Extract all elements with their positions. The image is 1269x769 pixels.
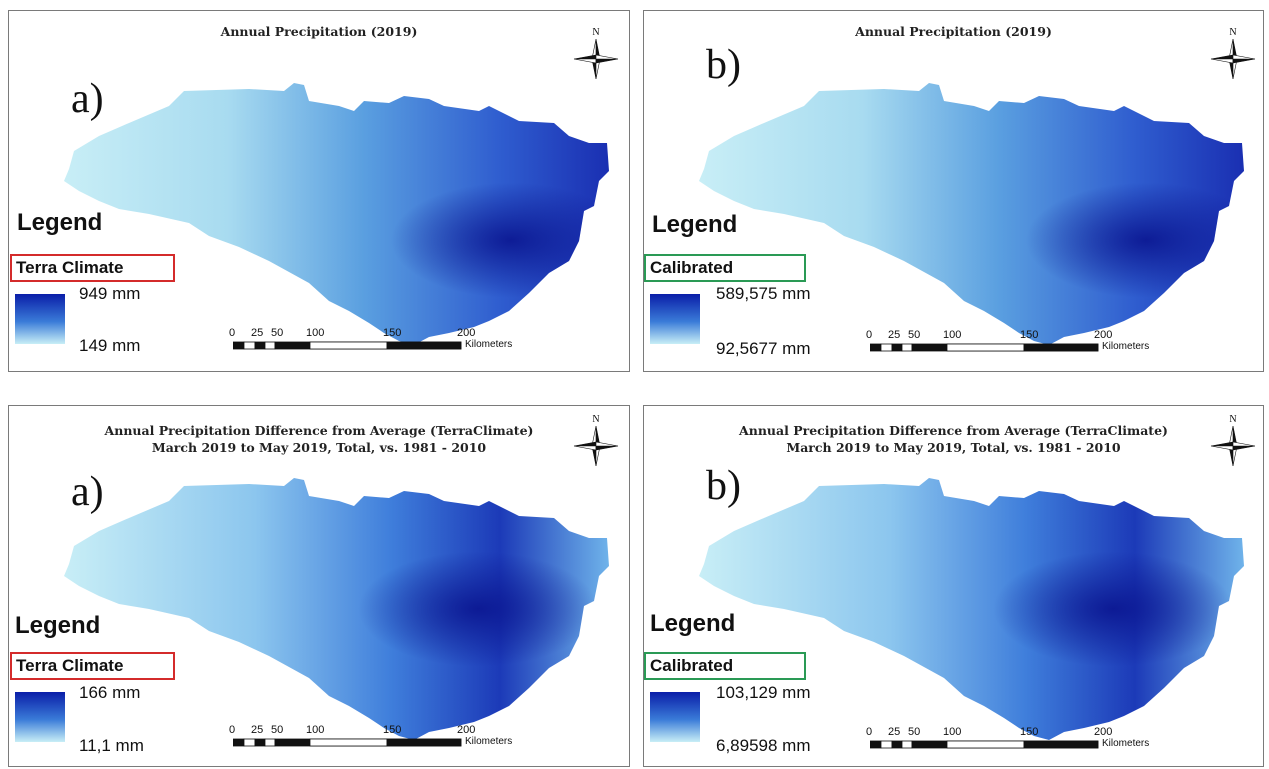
north-arrow-icon: N: [570, 27, 622, 89]
map-panel-difference-calibrated: Annual Precipitation Difference from Ave…: [643, 405, 1264, 767]
scale-tick-label: 150: [1020, 726, 1039, 738]
scale-tick-label: 150: [383, 724, 402, 736]
precipitation-maximum-zone: [64, 83, 609, 345]
scale-unit-label: Kilometers: [1102, 738, 1150, 749]
map-title: Annual Precipitation (2019): [9, 23, 629, 40]
scale-tick-label: 0: [229, 724, 236, 736]
precipitation-maximum-zone: [699, 478, 1244, 740]
scale-tick-label: 50: [271, 724, 284, 736]
map-title-line: Annual Precipitation Difference from Ave…: [104, 423, 534, 438]
map-title-line: March 2019 to May 2019, Total, vs. 1981 …: [786, 440, 1121, 455]
north-arrow-icon: N: [570, 414, 622, 476]
scale-bar-graphic: [870, 343, 1099, 352]
legend-title: Legend: [17, 209, 103, 236]
panel-letter: b): [706, 42, 741, 88]
legend-max-label: 949 mm: [79, 284, 141, 303]
legend-color-ramp: [650, 692, 700, 742]
legend-max-label: 166 mm: [79, 683, 141, 702]
scale-tick-label: 0: [866, 329, 873, 341]
legend-color-ramp: [15, 692, 65, 742]
legend-title: Legend: [652, 211, 738, 238]
map-panel-difference-terraclimate: Annual Precipitation Difference from Ave…: [8, 405, 630, 767]
map-title-line: March 2019 to May 2019, Total, vs. 1981 …: [151, 440, 487, 455]
north-arrow-icon: N: [1207, 414, 1259, 476]
scale-unit-label: Kilometers: [465, 339, 513, 350]
scale-tick-label: 25: [251, 724, 264, 736]
scale-tick-label: 25: [888, 329, 901, 341]
compass-icon: [1210, 38, 1256, 80]
map-panel-annual-terraclimate: Annual Precipitation (2019) a) N Legend …: [8, 10, 630, 372]
scale-tick-label: 0: [229, 327, 236, 339]
map-title-line: Annual Precipitation (2019): [855, 24, 1052, 39]
scale-tick-label: 100: [306, 724, 325, 736]
scale-tick-label: 100: [943, 329, 962, 341]
legend-color-ramp: [15, 294, 65, 344]
legend-source-label: Calibrated: [644, 652, 806, 680]
scale-tick-label: 150: [383, 327, 402, 339]
legend-source-label: Terra Climate: [10, 652, 175, 680]
scale-bar-graphic: [233, 738, 462, 747]
compass-icon: [573, 425, 619, 467]
legend-title: Legend: [15, 612, 101, 639]
scale-tick-label: 25: [251, 327, 264, 339]
map-title: Annual Precipitation Difference from Ave…: [9, 422, 629, 456]
legend-min-label: 11,1 mm: [79, 736, 144, 755]
legend-min-label: 6,89598 mm: [716, 736, 811, 755]
panel-letter: b): [706, 463, 741, 509]
north-label: N: [1229, 27, 1237, 38]
scale-tick-label: 150: [1020, 329, 1039, 341]
legend-color-ramp: [650, 294, 700, 344]
north-label: N: [1229, 414, 1237, 425]
panel-letter: a): [71, 76, 104, 122]
legend-source-label: Calibrated: [644, 254, 806, 282]
legend-title: Legend: [650, 610, 736, 637]
map-title-line: Annual Precipitation Difference from Ave…: [739, 423, 1168, 438]
scale-tick-label: 50: [908, 329, 921, 341]
scale-bar-graphic: [233, 341, 462, 350]
precipitation-difference-map: [699, 478, 1244, 740]
map-title: Annual Precipitation (2019): [644, 23, 1263, 40]
scale-tick-label: 100: [943, 726, 962, 738]
precipitation-maximum-zone: [699, 83, 1244, 345]
legend-max-label: 103,129 mm: [716, 683, 811, 702]
compass-icon: [573, 38, 619, 80]
scale-tick-label: 200: [457, 327, 476, 339]
legend-source-label: Terra Climate: [10, 254, 175, 282]
map-panel-annual-calibrated: Annual Precipitation (2019) b) N Legend …: [643, 10, 1264, 372]
north-label: N: [592, 414, 600, 425]
scale-tick-label: 200: [1094, 726, 1113, 738]
precipitation-difference-map: [64, 478, 609, 740]
panel-letter: a): [71, 469, 104, 515]
scale-tick-label: 0: [866, 726, 873, 738]
scale-tick-label: 100: [306, 327, 325, 339]
scale-tick-label: 50: [908, 726, 921, 738]
scale-tick-label: 200: [1094, 329, 1113, 341]
legend-min-label: 149 mm: [79, 336, 141, 355]
map-title-line: Annual Precipitation (2019): [220, 24, 418, 39]
legend-min-label: 92,5677 mm: [716, 339, 811, 358]
map-title: Annual Precipitation Difference from Ave…: [644, 422, 1263, 456]
compass-icon: [1210, 425, 1256, 467]
north-label: N: [592, 27, 600, 38]
scale-tick-label: 200: [457, 724, 476, 736]
north-arrow-icon: N: [1207, 27, 1259, 89]
scale-unit-label: Kilometers: [1102, 341, 1150, 352]
precipitation-maximum-zone: [64, 478, 609, 740]
legend-max-label: 589,575 mm: [716, 284, 811, 303]
scale-unit-label: Kilometers: [465, 736, 513, 747]
precipitation-map: [64, 83, 609, 345]
scale-bar-graphic: [870, 740, 1099, 749]
scale-tick-label: 50: [271, 327, 284, 339]
precipitation-map: [699, 83, 1244, 345]
scale-tick-label: 25: [888, 726, 901, 738]
